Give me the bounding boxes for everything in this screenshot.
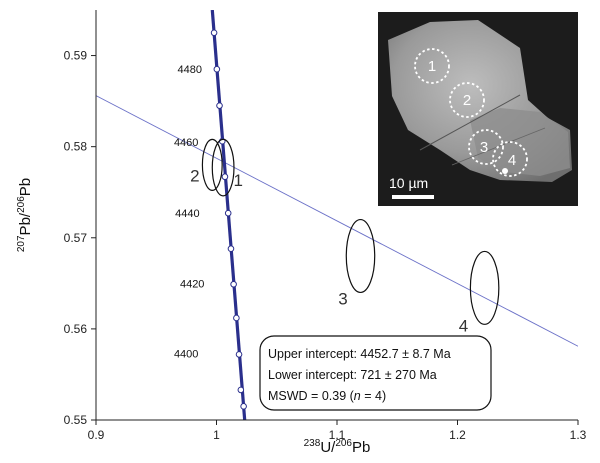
intercept-annotation: Upper intercept: 4452.7 ± 8.7 Ma Lower i… — [259, 335, 492, 411]
error-ellipse-1 — [211, 138, 235, 197]
y-tick-label: 0.59 — [64, 49, 88, 63]
concordia-age-label: 4400 — [174, 348, 198, 360]
ellipse-label-4: 4 — [459, 317, 468, 336]
spot-label-4: 4 — [508, 152, 516, 169]
mswd-text: MSWD = 0.39 (n = 4) — [268, 389, 386, 403]
analysis-spot-4 — [492, 141, 528, 177]
x-tick-label: 1.3 — [570, 428, 587, 442]
concordia-age-label: 4420 — [180, 278, 204, 290]
x-tick-label: 1.2 — [449, 428, 466, 442]
concordia-age-label: 4440 — [175, 208, 199, 220]
scale-bar — [392, 195, 434, 199]
bright-inclusion — [502, 168, 508, 174]
y-tick-label: 0.58 — [64, 140, 88, 154]
concordia-age-point — [224, 209, 232, 217]
x-axis-title: 238U/206Pb — [304, 438, 371, 456]
grain-zone-dark — [470, 108, 570, 176]
lower-intercept-text: Lower intercept: 721 ± 270 Ma — [268, 368, 437, 382]
y-tick-label: 0.55 — [64, 413, 88, 427]
spot-label-3: 3 — [480, 139, 488, 156]
concordia-age-point — [221, 173, 229, 181]
concordia-age-point — [237, 386, 245, 394]
upper-intercept-text: Upper intercept: 4452.7 ± 8.7 Ma — [268, 347, 451, 361]
annotation-box — [259, 335, 492, 411]
spot-label-1: 1 — [428, 58, 436, 75]
concordia-age-label: 4460 — [174, 137, 198, 149]
concordia-age-point — [216, 102, 223, 109]
concordia-age-point — [240, 403, 247, 410]
x-tick-label: 1 — [213, 428, 220, 442]
inset-grain-image: 1 2 3 4 10 µm — [378, 12, 578, 206]
y-axis-title: 207Pb/206Pb — [16, 178, 34, 252]
concordia-age-point — [213, 65, 221, 73]
x-tick-label: 1.1 — [329, 428, 346, 442]
x-tick-label: 0.9 — [88, 428, 105, 442]
concordia-age-point — [230, 280, 237, 288]
y-tick-label: 0.57 — [64, 231, 88, 245]
concordia-age-markers: 4400 4420 4440 4460 4480 — [174, 29, 247, 410]
ellipse-label-1: 1 — [233, 171, 242, 190]
error-ellipse-4 — [469, 250, 500, 325]
concordia-age-point — [227, 245, 235, 253]
error-ellipse-3 — [345, 218, 376, 294]
concordia-age-label: 4480 — [178, 64, 202, 76]
concordia-age-point — [210, 29, 218, 37]
analysis-spot-2 — [449, 82, 485, 118]
error-ellipse-2 — [201, 138, 223, 191]
grain-crack — [419, 94, 521, 151]
analysis-spot-3 — [468, 129, 504, 165]
spot-label-2: 2 — [463, 92, 471, 109]
ellipse-label-3: 3 — [338, 289, 347, 308]
error-ellipses: 1 2 3 4 — [190, 138, 500, 336]
y-axis-ticks: 0.55 0.56 0.57 0.58 0.59 — [64, 49, 96, 427]
concordia-age-point — [233, 314, 240, 322]
x-axis-ticks: 0.9 1 1.1 1.2 1.3 — [88, 420, 587, 442]
analysis-spot-1 — [414, 48, 450, 84]
concordia-age-point — [235, 351, 243, 358]
scale-bar-label: 10 µm — [389, 175, 428, 191]
y-tick-label: 0.56 — [64, 322, 88, 336]
plot-area: 4400 4420 4440 4460 4480 1 2 3 4 — [96, 10, 578, 420]
ellipse-label-2: 2 — [190, 166, 199, 185]
